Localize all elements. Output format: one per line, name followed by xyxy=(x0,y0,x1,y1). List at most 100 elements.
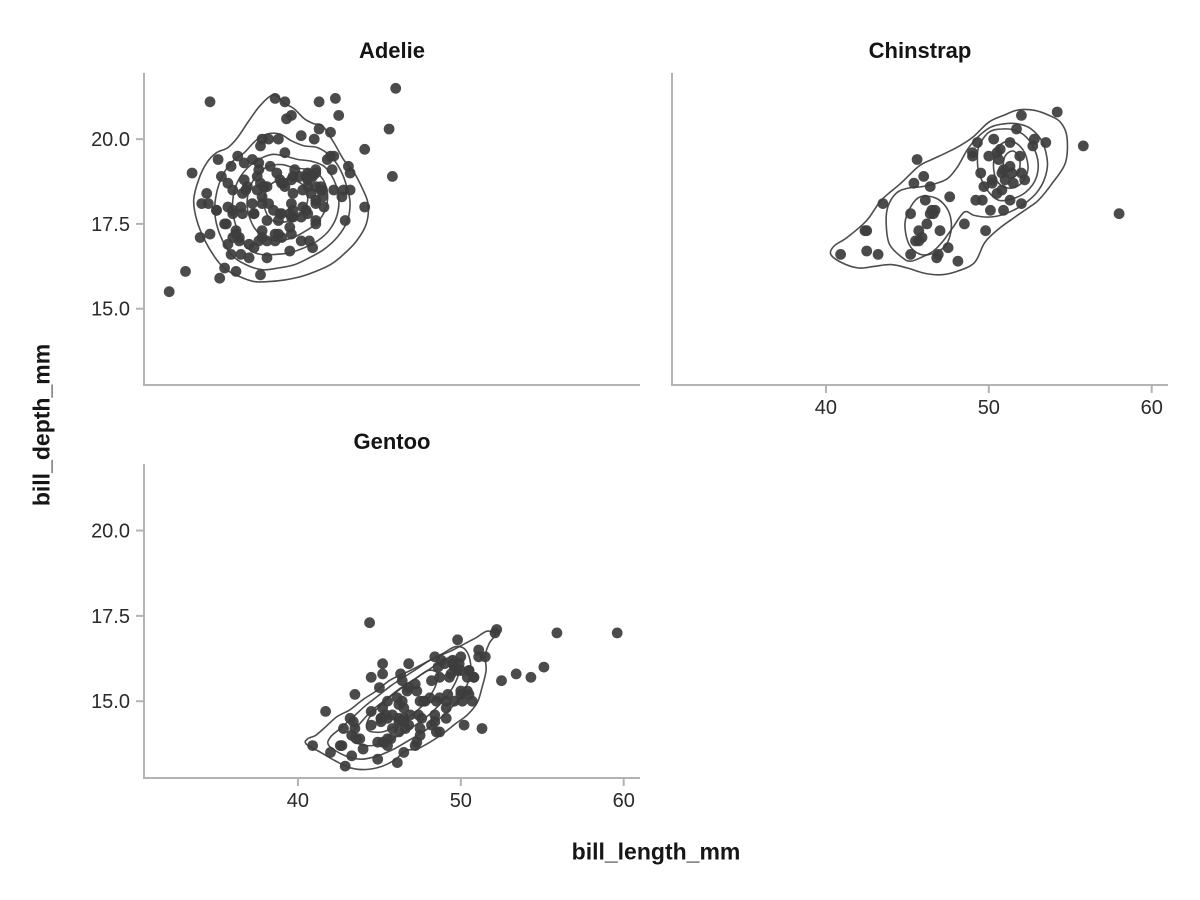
data-point xyxy=(268,204,279,216)
x-tick-label: 60 xyxy=(1141,397,1163,419)
data-point xyxy=(835,249,846,260)
data-point xyxy=(286,228,297,240)
data-point xyxy=(269,93,281,104)
data-point xyxy=(905,249,916,260)
data-point xyxy=(440,712,452,724)
data-point xyxy=(872,249,884,260)
data-point xyxy=(220,218,232,230)
data-point xyxy=(988,133,1000,145)
data-point xyxy=(336,740,348,751)
y-axis-label: bill_depth_mm xyxy=(28,343,55,507)
data-point xyxy=(325,126,336,138)
data-point xyxy=(994,143,1006,155)
data-point xyxy=(243,252,255,264)
data-point xyxy=(216,171,227,182)
data-point xyxy=(326,164,338,176)
data-point xyxy=(186,167,198,179)
data-point xyxy=(429,716,441,728)
data-point xyxy=(297,184,309,196)
data-point xyxy=(365,706,377,717)
data-point xyxy=(273,215,284,226)
data-point xyxy=(248,242,260,254)
data-point xyxy=(219,262,231,274)
data-point xyxy=(861,225,873,237)
data-point xyxy=(204,228,216,240)
data-point xyxy=(942,242,954,254)
data-point xyxy=(349,689,361,700)
data-point xyxy=(212,154,224,165)
data-point xyxy=(287,171,299,182)
facet-panel-adelie: Adelie 15.0 17.5 20.0 xyxy=(91,38,640,386)
data-point xyxy=(276,232,287,243)
data-point xyxy=(409,740,421,751)
data-point xyxy=(998,204,1009,216)
data-point xyxy=(924,181,936,193)
data-point xyxy=(398,747,410,758)
data-point xyxy=(985,204,996,216)
data-point xyxy=(202,198,214,210)
data-point xyxy=(931,252,943,264)
data-point xyxy=(204,96,216,108)
x-tick-label: 50 xyxy=(450,790,472,812)
data-point xyxy=(222,177,234,189)
data-point xyxy=(453,658,465,670)
data-point xyxy=(287,204,299,216)
data-point xyxy=(248,208,260,220)
data-point xyxy=(261,252,273,264)
data-point xyxy=(877,198,889,210)
data-point xyxy=(333,110,345,121)
data-point xyxy=(1007,177,1019,189)
data-point xyxy=(377,658,388,670)
data-point xyxy=(975,167,987,179)
facet-title-chinstrap: Chinstrap xyxy=(869,38,972,63)
data-point xyxy=(458,719,470,731)
data-point xyxy=(330,93,341,104)
data-point xyxy=(261,235,273,247)
data-point xyxy=(194,232,206,243)
data-point xyxy=(980,225,991,237)
data-point xyxy=(913,225,925,237)
data-point xyxy=(347,716,359,728)
data-point xyxy=(279,147,291,159)
data-point xyxy=(1040,137,1052,148)
data-point xyxy=(911,154,923,165)
data-point xyxy=(313,123,325,135)
data-point xyxy=(996,184,1008,196)
data-point xyxy=(313,96,325,108)
data-point xyxy=(263,133,274,145)
data-point xyxy=(302,208,314,220)
data-point xyxy=(473,644,485,656)
data-point xyxy=(256,198,268,210)
data-point xyxy=(861,245,873,257)
data-point xyxy=(538,661,550,673)
data-point xyxy=(328,150,340,162)
scatter-points xyxy=(835,106,1125,267)
data-point xyxy=(230,266,242,277)
data-point xyxy=(431,726,442,738)
data-point xyxy=(227,232,239,243)
data-point xyxy=(163,286,175,298)
data-point xyxy=(264,160,276,172)
data-point xyxy=(303,235,315,247)
data-point xyxy=(377,668,388,680)
data-point xyxy=(1113,208,1125,220)
data-point xyxy=(383,123,395,135)
data-point xyxy=(993,154,1004,165)
facet-panel-gentoo: Gentoo 15.0 17.5 20.0 40 50 60 xyxy=(91,429,640,812)
data-point xyxy=(343,160,354,172)
data-point xyxy=(225,249,237,260)
data-point xyxy=(372,753,384,765)
data-point xyxy=(255,140,266,152)
data-point xyxy=(354,733,366,745)
data-point xyxy=(934,225,946,237)
data-point xyxy=(496,675,507,687)
data-point xyxy=(359,201,371,213)
data-point xyxy=(232,150,244,162)
y-tick-label: 15.0 xyxy=(91,299,130,321)
x-axis-label: bill_length_mm xyxy=(571,838,741,865)
data-point xyxy=(318,201,330,213)
data-point xyxy=(336,191,348,203)
data-point xyxy=(1077,140,1089,152)
kde-contour xyxy=(327,645,472,760)
data-point xyxy=(918,171,930,182)
